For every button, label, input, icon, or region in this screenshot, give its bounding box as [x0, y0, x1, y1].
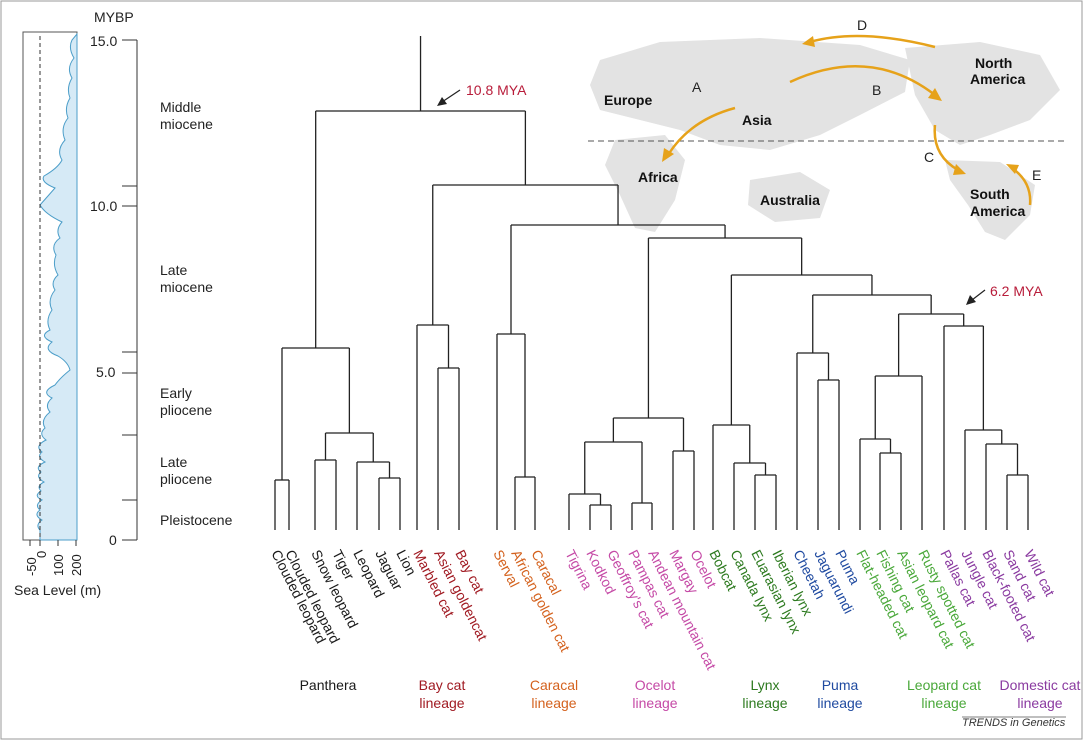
- root-age-arrow: [441, 89, 461, 103]
- map-label-asia: Asia: [742, 112, 772, 128]
- sea-tick-label: 0: [34, 551, 49, 558]
- lineage-label: Panthera: [300, 677, 357, 693]
- route-b-arrowhead: [928, 88, 942, 101]
- route-label-b: B: [872, 82, 881, 98]
- map-eurasia: [590, 38, 910, 150]
- route-c-arrow: [933, 124, 959, 172]
- route-a-arrow: [666, 106, 736, 156]
- lineage-label: Puma lineage: [817, 677, 862, 711]
- time-axis: MYBP 15.0 10.0 5.0 0 Middle miocene Late m…: [90, 9, 233, 548]
- lineage-label: Bay cat lineage: [419, 677, 466, 711]
- route-e-arrowhead: [1006, 164, 1019, 174]
- route-c-arrowhead: [953, 164, 966, 175]
- epoch-label: Pleistocene: [160, 512, 233, 528]
- inner-age-arrowhead: [966, 295, 976, 305]
- phylogenetic-tree: [274, 36, 1029, 530]
- route-label-a: A: [692, 79, 702, 95]
- map-north-america: [905, 42, 1060, 145]
- sea-level-panel: -50 0 100 200 Sea Level (m): [14, 31, 101, 598]
- epoch-label: Middle miocene: [160, 99, 213, 132]
- route-a-arrowhead: [662, 148, 674, 162]
- migration-map: Europe Asia North America Africa Austral…: [588, 17, 1068, 240]
- map-label-south-america: South: [970, 186, 1010, 202]
- lineage-label: Ocelot lineage: [632, 677, 677, 711]
- sea-level-curve: [36, 32, 78, 541]
- map-label-south-america: America: [970, 203, 1025, 219]
- time-tick-label: 5.0: [96, 364, 116, 380]
- route-label-d: D: [857, 17, 867, 33]
- lineage-label: Domestic cat lineage: [1000, 677, 1081, 711]
- lineage-label: Caracal lineage: [530, 677, 578, 711]
- divergence-annotations: 10.8 MYA 6.2 MYA: [437, 82, 1043, 305]
- lineage-labels: Panthera Bay cat lineage Caracal lineage Ocel…: [300, 677, 1081, 711]
- time-axis-major-ticks: [122, 39, 137, 541]
- map-label-north-america: America: [970, 71, 1025, 87]
- epoch-label: Late miocene: [160, 262, 213, 295]
- source-credit: TRENDS in Genetics: [962, 717, 1066, 729]
- time-tick-label: 15.0: [90, 33, 117, 49]
- root-age-label: 10.8 MYA: [466, 82, 527, 98]
- route-d-arrowhead: [802, 36, 815, 47]
- time-axis-unit: MYBP: [94, 9, 134, 25]
- time-tick-label: 0: [109, 532, 117, 548]
- sea-tick-label: -50: [24, 557, 39, 576]
- map-australia: [748, 172, 830, 222]
- map-south-america: [945, 160, 1035, 240]
- map-label-europe: Europe: [604, 92, 652, 108]
- sea-tick-label: 100: [51, 554, 66, 576]
- inner-age-label: 6.2 MYA: [990, 283, 1043, 299]
- sea-level-ticks: [29, 540, 77, 546]
- route-label-e: E: [1032, 167, 1041, 183]
- sea-tick-label: 200: [69, 554, 84, 576]
- lineage-label: Lynx lineage: [742, 677, 787, 711]
- epoch-label: Early pliocene: [160, 385, 212, 418]
- map-label-north-america: North: [975, 55, 1012, 71]
- map-label-australia: Australia: [760, 192, 820, 208]
- sea-level-axis-label: Sea Level (m): [14, 582, 101, 598]
- epoch-label: Late pliocene: [160, 454, 212, 487]
- root-age-arrowhead: [437, 97, 447, 106]
- lineage-label: Leopard cat lineage: [907, 677, 981, 711]
- inner-age-arrow: [971, 289, 986, 301]
- time-tick-label: 10.0: [90, 198, 117, 214]
- map-label-africa: Africa: [638, 169, 678, 185]
- route-b-arrow: [789, 65, 936, 96]
- route-d-arrow: [809, 34, 936, 49]
- route-label-c: C: [924, 149, 934, 165]
